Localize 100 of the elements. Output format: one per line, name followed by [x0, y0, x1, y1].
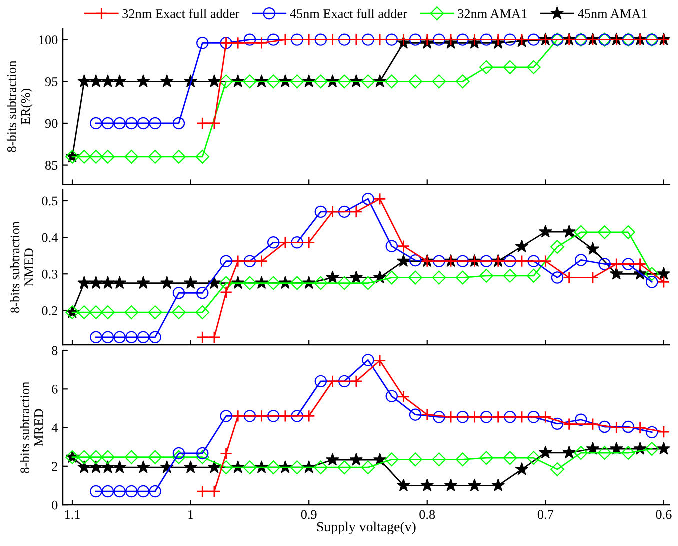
point: [362, 34, 374, 46]
point: [136, 276, 150, 290]
point: [646, 426, 658, 439]
point: [77, 306, 92, 320]
point: [598, 420, 611, 434]
point: [586, 272, 600, 284]
point: [172, 150, 186, 164]
point: [256, 36, 268, 50]
point: [256, 255, 268, 268]
point: [184, 460, 198, 474]
x-tick-label: 0.7: [538, 510, 554, 520]
point: [78, 276, 92, 290]
point: [77, 150, 92, 164]
point: [326, 453, 340, 466]
point: [539, 410, 552, 424]
point: [326, 34, 339, 46]
point: [433, 255, 446, 268]
point: [208, 74, 222, 88]
point: [267, 410, 280, 422]
point: [397, 478, 410, 492]
legend-label: 45nm Exact full adder: [290, 8, 408, 18]
point: [622, 258, 635, 270]
point: [89, 276, 103, 290]
point: [350, 34, 363, 46]
point: [126, 117, 138, 130]
point: [503, 451, 518, 466]
point: [160, 276, 174, 290]
point: [456, 74, 470, 89]
point: [89, 150, 104, 164]
point: [314, 74, 328, 89]
point: [219, 74, 234, 89]
point: [492, 478, 506, 492]
point: [101, 450, 115, 464]
point: [78, 74, 92, 88]
point: [267, 236, 280, 249]
point: [137, 117, 150, 130]
y-tick-label: 6: [52, 385, 58, 394]
point: [196, 117, 209, 130]
point: [78, 460, 92, 474]
point: [338, 206, 351, 218]
x-tick-label: 0.9: [301, 510, 317, 520]
point: [302, 410, 316, 422]
point: [550, 240, 564, 254]
point: [184, 276, 198, 290]
point: [480, 34, 493, 46]
point: [444, 34, 458, 46]
point: [528, 255, 540, 268]
point: [124, 150, 139, 164]
point: [480, 411, 493, 424]
x-tick-label: 0.8: [420, 510, 436, 520]
point: [645, 267, 660, 282]
point: [408, 74, 422, 89]
point: [657, 267, 670, 280]
point: [551, 418, 564, 430]
x-tick-label: 1.1: [65, 510, 80, 520]
point: [148, 150, 162, 164]
point: [89, 306, 104, 320]
point: [196, 287, 209, 300]
point: [314, 460, 328, 475]
y-tick-label: 4: [52, 424, 58, 432]
point: [243, 460, 257, 475]
point: [362, 354, 374, 366]
point: [516, 255, 528, 268]
point: [526, 451, 541, 466]
point: [172, 450, 186, 464]
point: [468, 410, 481, 424]
point: [658, 276, 670, 288]
point: [172, 117, 186, 130]
point: [196, 37, 209, 50]
point: [244, 410, 256, 422]
point: [362, 193, 374, 206]
point: [480, 60, 494, 74]
point: [480, 255, 493, 268]
point: [575, 414, 588, 426]
point: [101, 460, 115, 474]
y-tick-label: 85: [46, 161, 58, 170]
point: [586, 418, 600, 431]
point: [361, 276, 376, 290]
point: [172, 447, 186, 460]
point: [338, 460, 352, 475]
point: [160, 74, 174, 88]
x-tick-label: 1: [188, 510, 194, 520]
point: [421, 34, 434, 46]
point: [314, 276, 328, 290]
point: [290, 460, 304, 475]
legend-label: 32nm AMA1: [458, 9, 527, 18]
y-tick-label: 0.5: [42, 196, 58, 206]
point: [114, 117, 126, 130]
point: [302, 236, 316, 249]
point: [291, 34, 304, 46]
point: [113, 276, 127, 290]
point: [124, 306, 139, 320]
point: [361, 74, 376, 89]
y-tick-label: 90: [45, 119, 58, 128]
point: [384, 270, 399, 285]
y-tick-label: 100: [40, 36, 58, 45]
point: [374, 34, 386, 46]
point: [137, 331, 150, 344]
point: [432, 452, 446, 467]
point: [314, 375, 328, 388]
